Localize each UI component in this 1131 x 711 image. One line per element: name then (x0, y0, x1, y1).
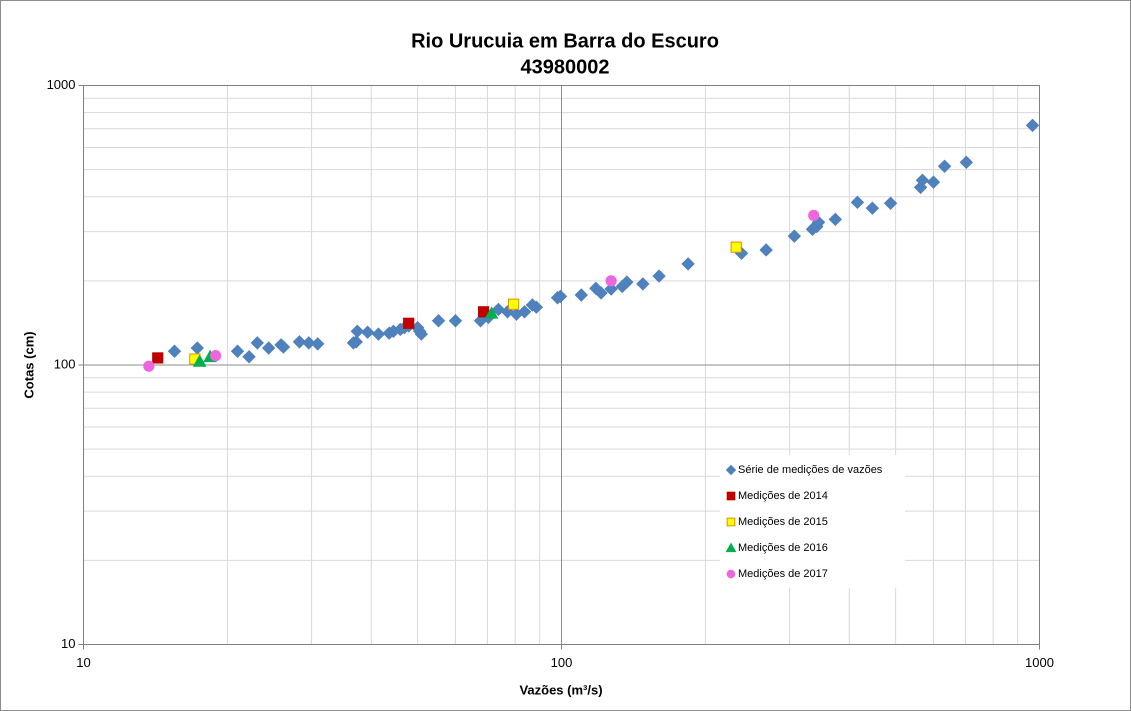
point (192, 354, 207, 367)
point (484, 306, 499, 319)
point (350, 324, 365, 339)
y-tick-label: 10 (61, 636, 75, 651)
point (937, 159, 952, 173)
point (310, 337, 325, 351)
chart-title: Rio Urucuia em Barra do Escuro (411, 30, 719, 52)
point (431, 314, 446, 328)
legend-marker (725, 542, 737, 553)
point (730, 241, 742, 253)
point (759, 243, 773, 257)
point (605, 275, 617, 287)
point (808, 209, 820, 221)
y-tick-label: 100 (54, 356, 76, 371)
point (448, 314, 463, 328)
plot-frame (83, 85, 1040, 645)
marks (143, 118, 1040, 372)
point (167, 344, 182, 358)
legend-label: Medições de 2015 (738, 516, 828, 528)
y-axis-label: Cotas (cm) (21, 331, 36, 398)
point (491, 302, 506, 317)
point (152, 352, 164, 364)
legend-label: Medições de 2014 (738, 490, 828, 502)
point (508, 298, 520, 310)
point (349, 335, 363, 349)
point (302, 336, 316, 350)
point (517, 305, 532, 319)
point (529, 300, 544, 314)
point (865, 201, 880, 215)
legend-box (720, 455, 905, 588)
legend-label: Série de medições de vazões (738, 464, 883, 476)
point (553, 289, 568, 304)
point (360, 325, 375, 339)
point (261, 341, 276, 355)
point (915, 173, 930, 187)
point (292, 335, 307, 349)
point (574, 288, 588, 302)
point (850, 195, 865, 210)
point (403, 317, 415, 329)
legend: Série de medições de vazões Medições de 2… (720, 455, 905, 588)
legend-label: Medições de 2016 (738, 542, 828, 554)
y-tick-label: 1000 (47, 77, 76, 92)
point (620, 275, 634, 289)
x-axis-label: Vazões (m³/s) (519, 682, 602, 697)
point (594, 286, 608, 300)
point (636, 277, 650, 291)
legend-marker (725, 464, 737, 476)
x-tick-label: 100 (551, 655, 573, 670)
point (787, 229, 802, 243)
point (959, 155, 974, 170)
point (210, 350, 222, 362)
point (883, 196, 898, 210)
point (828, 212, 843, 227)
point (371, 327, 386, 341)
point (604, 282, 618, 296)
point (230, 344, 245, 358)
legend-marker (726, 569, 736, 579)
x-tick-label: 1000 (1025, 655, 1054, 670)
point (143, 360, 155, 372)
legend-marker (726, 491, 736, 501)
legend-marker (726, 517, 736, 527)
point (242, 350, 256, 364)
x-tick-label: 10 (76, 655, 90, 670)
point (926, 175, 941, 189)
point (681, 257, 695, 271)
point (414, 327, 429, 341)
chart-subtitle: 43980002 (521, 56, 610, 78)
point (652, 269, 666, 283)
legend-label: Medições de 2017 (738, 568, 828, 580)
point (250, 336, 265, 350)
point (276, 340, 291, 354)
point (1025, 118, 1040, 133)
